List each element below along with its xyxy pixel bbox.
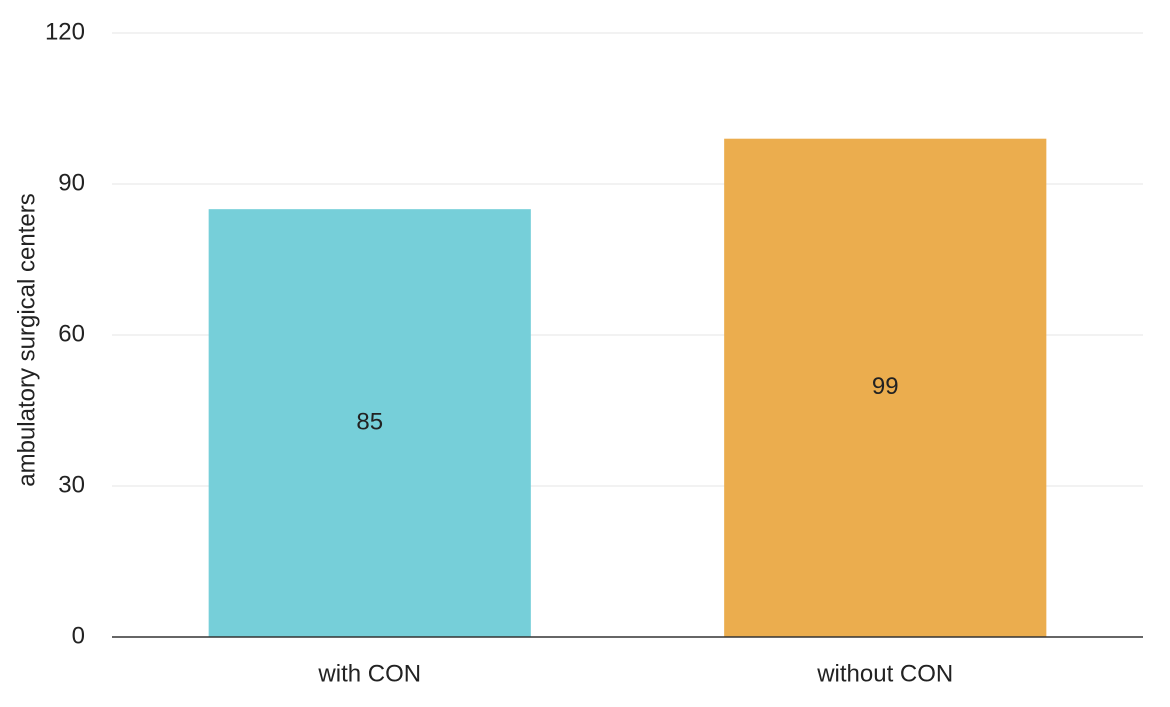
y-tick-label: 90 bbox=[58, 169, 85, 196]
y-tick-label: 30 bbox=[58, 471, 85, 498]
x-tick-label: without CON bbox=[816, 660, 953, 687]
y-axis-label: ambulatory surgical centers bbox=[13, 193, 40, 486]
bar bbox=[724, 138, 1047, 637]
data-label: 85 bbox=[356, 408, 383, 435]
x-tick-label: with CON bbox=[317, 660, 421, 687]
y-tick-label: 0 bbox=[72, 622, 85, 649]
data-label: 99 bbox=[872, 373, 899, 400]
y-tick-label: 120 bbox=[45, 18, 85, 45]
y-tick-label: 60 bbox=[58, 320, 85, 347]
bar bbox=[208, 209, 531, 637]
